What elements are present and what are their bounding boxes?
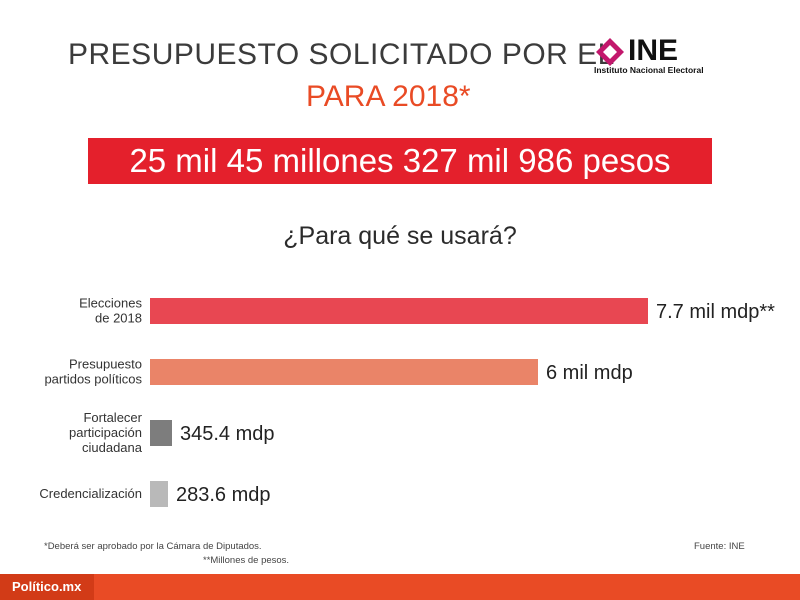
- ine-logo-text: INE: [628, 34, 679, 67]
- bar-0: [150, 298, 648, 324]
- footer-brand: Político.mx: [0, 574, 94, 600]
- bar-3: [150, 481, 168, 507]
- category-label-line: Fortalecer: [83, 410, 142, 425]
- ine-logo-subtitle: Instituto Nacional Electoral: [594, 65, 704, 75]
- category-label-0: Elecciones de 2018: [79, 296, 142, 326]
- footnote-approval: *Deberá ser aprobado por la Cámara de Di…: [44, 541, 262, 552]
- bar-2: [150, 420, 172, 446]
- category-label-line: ciudadana: [82, 440, 143, 455]
- category-label-line: Credencialización: [39, 486, 142, 501]
- footer-bar: [0, 574, 800, 600]
- value-label-2: 345.4 mdp: [180, 423, 275, 445]
- category-label-line: partidos políticos: [44, 372, 142, 387]
- category-label-line: Presupuesto: [69, 357, 142, 372]
- category-label-line: Elecciones: [79, 296, 142, 311]
- category-label-1: Presupuesto partidos políticos: [44, 357, 142, 387]
- source-note: Fuente: INE: [694, 541, 745, 552]
- ine-logo: INE Instituto Nacional Electoral: [594, 34, 714, 78]
- value-label-3: 283.6 mdp: [176, 484, 271, 506]
- ine-logo-icon: [596, 38, 624, 66]
- value-label-0: 7.7 mil mdp**: [656, 301, 775, 323]
- budget-bar-chart: 7.7 mil mdp** Elecciones de 2018 6 mil mdp P…: [39, 296, 775, 507]
- page-title: PRESUPUESTO SOLICITADO POR EL: [68, 38, 615, 71]
- page-subtitle: PARA 2018*: [306, 80, 471, 113]
- category-label-3: Credencialización: [39, 486, 142, 501]
- category-label-line: participación: [69, 425, 142, 440]
- budget-total-banner: 25 mil 45 millones 327 mil 986 pesos: [88, 138, 712, 184]
- footnote-units: **Millones de pesos.: [203, 555, 290, 566]
- category-label-line: de 2018: [95, 311, 142, 326]
- bar-1: [150, 359, 538, 385]
- category-label-2: Fortalecer participación ciudadana: [69, 410, 143, 455]
- value-label-1: 6 mil mdp: [546, 362, 633, 384]
- chart-title: ¿Para qué se usará?: [283, 222, 517, 250]
